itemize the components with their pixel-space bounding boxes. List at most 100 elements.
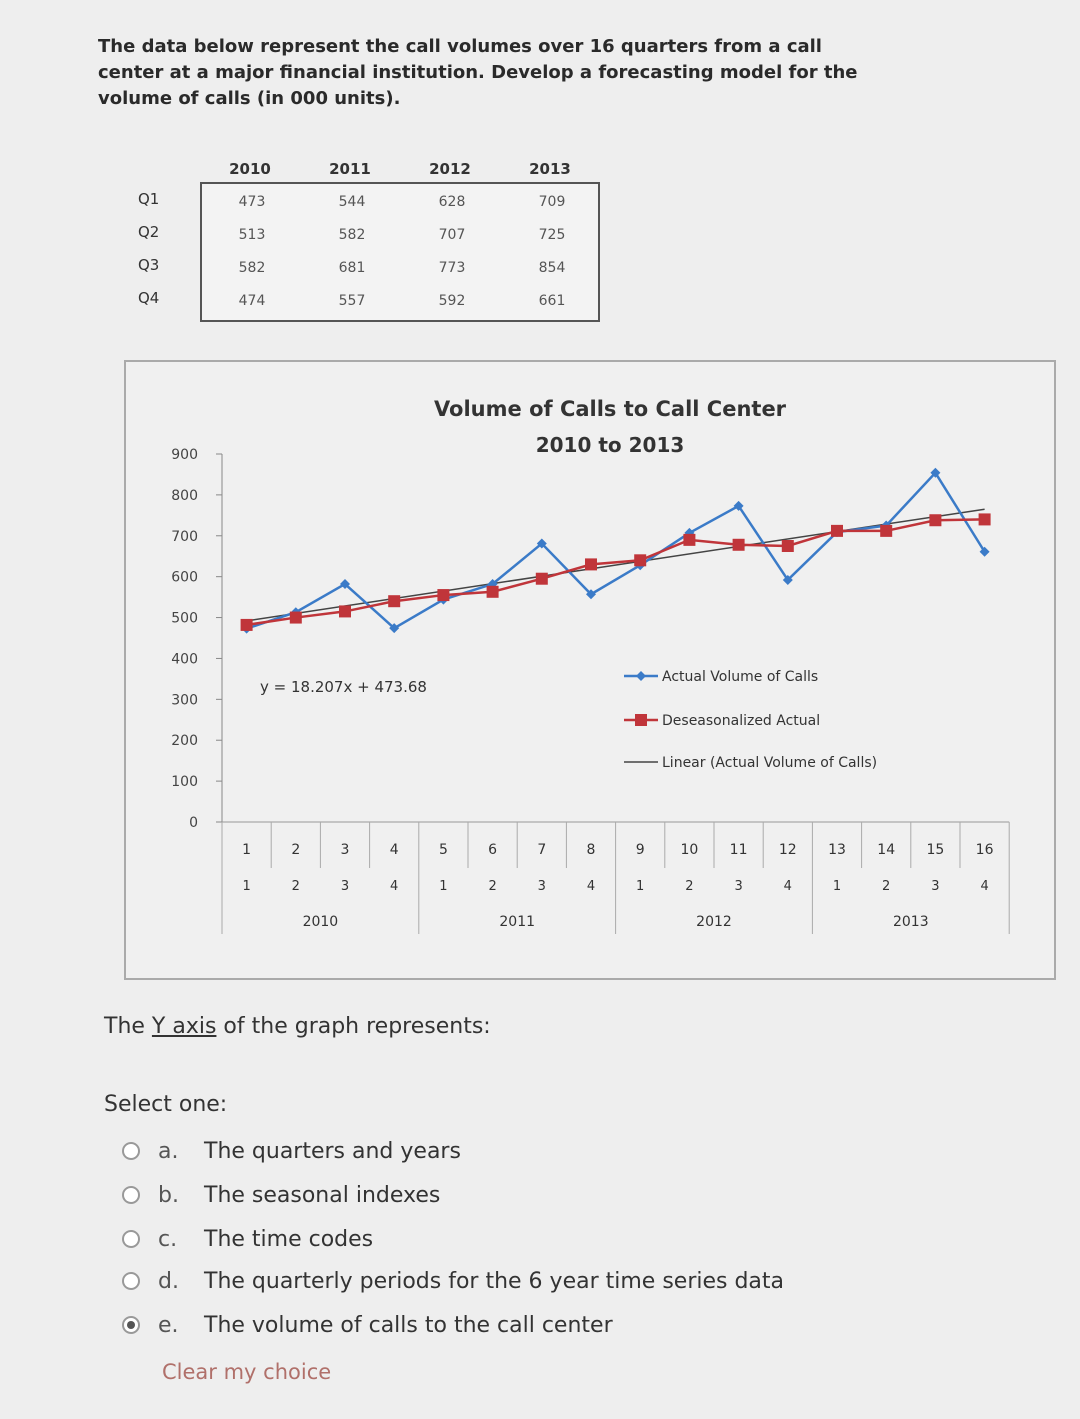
actual-calls-point [536,538,547,549]
radio-a[interactable] [122,1142,140,1160]
option-c[interactable]: c. The time codes [122,1224,373,1254]
radio-c[interactable] [122,1230,140,1248]
legend-actual-label: Actual Volume of Calls [662,669,818,685]
x-year-label: 2013 [893,914,929,930]
actual-calls-point [733,500,744,511]
x-period-label: 5 [439,842,448,858]
option-letter: d. [158,1268,179,1294]
chart-subtitle: 2010 to 2013 [536,433,685,457]
table-cell: 582 [338,227,366,243]
radio-e[interactable] [122,1316,140,1334]
x-year-label: 2010 [303,914,339,930]
x-period-label: 12 [779,842,797,858]
y-tick-label: 400 [171,651,198,667]
row-label-q4: Q4 [138,289,160,307]
radio-b[interactable] [122,1186,140,1204]
x-quarter-label: 4 [980,879,988,894]
deseasonalized-point [880,524,893,537]
x-period-label: 15 [926,842,944,858]
question-underlined-term: Y axis [151,1014,217,1039]
x-quarter-label: 2 [292,879,300,894]
option-d[interactable]: d. The quarterly periods for the 6 year … [122,1266,784,1296]
x-period-label: 14 [877,842,895,858]
option-a[interactable]: a. The quarters and years [122,1136,461,1166]
chart-container: Volume of Calls to Call Center 2010 to 2… [124,360,1056,980]
deseasonalized-point [240,618,253,631]
y-tick-label: 800 [171,488,198,504]
x-period-label: 8 [587,842,596,858]
clear-choice-link[interactable]: Clear my choice [162,1360,332,1384]
deseasonalized-point [732,538,745,551]
legend-deseasonalized-marker [635,714,647,726]
option-letter: a. [158,1138,179,1164]
x-quarter-label: 2 [685,879,693,894]
y-tick-label: 600 [171,570,198,586]
deseasonalized-point [831,524,843,537]
x-period-label: 4 [390,842,399,858]
radio-d[interactable] [122,1272,140,1290]
x-period-label: 16 [976,842,994,858]
row-label-q3: Q3 [138,256,160,274]
x-period-label: 10 [680,842,698,858]
x-quarter-label: 1 [439,879,447,894]
select-one-label: Select one: [104,1092,228,1117]
deseasonalized-point [634,554,647,567]
option-text: The seasonal indexes [204,1182,441,1208]
table-cell: 681 [338,260,366,276]
deseasonalized-point [388,595,401,608]
deseasonalized-point [585,558,597,571]
problem-line-1: The data below represent the call volume… [98,36,822,57]
year-header-2010: 2010 [229,160,271,178]
option-b[interactable]: b. The seasonal indexes [122,1180,440,1210]
x-quarter-label: 4 [390,879,398,894]
y-tick-label: 300 [171,692,198,708]
table-cell: 628 [438,194,466,210]
table-cell: 592 [438,293,466,309]
table-cell: 661 [538,293,566,309]
option-letter: e. [158,1312,179,1338]
x-quarter-label: 3 [538,879,546,894]
x-period-label: 7 [537,842,546,858]
actual-calls-point [930,467,941,478]
option-e[interactable]: e. The volume of calls to the call cente… [122,1310,613,1340]
table-cell: 557 [338,293,366,309]
x-year-label: 2011 [499,914,535,930]
table-cell: 709 [538,194,566,210]
option-letter: b. [158,1182,179,1208]
deseasonalized-point [339,605,351,618]
chart-legend: Actual Volume of Calls Deseasonalized Act… [624,669,877,771]
y-tick-label: 0 [189,815,198,831]
deseasonalized-point [289,611,302,624]
x-quarter-label: 4 [587,879,595,894]
legend-linear-label: Linear (Actual Volume of Calls) [662,755,877,771]
table-cell: 474 [238,293,266,309]
x-period-label: 9 [636,842,645,858]
y-tick-label: 700 [171,529,198,545]
actual-calls-line [246,470,986,630]
problem-statement: The data below represent the call volume… [98,34,858,112]
actual-calls-point [979,546,990,557]
row-label-q2: Q2 [138,223,160,241]
deseasonalized-point [437,589,450,602]
table-row-labels: Q1 Q2 Q3 Q4 [138,190,159,322]
trendline-equation: y = 18.207x + 473.68 [260,678,427,696]
actual-calls-point [586,589,596,600]
table-cell: 473 [238,194,266,210]
question-text: The Y axis of the graph represents: [104,1014,491,1039]
year-header-2011: 2011 [329,160,371,178]
call-volume-chart: Volume of Calls to Call Center 2010 to 2… [171,397,1010,934]
option-letter: c. [158,1226,178,1252]
table-cell: 725 [538,227,566,243]
table-cell: 513 [238,227,266,243]
year-header-2013: 2013 [529,160,571,178]
x-quarter-label: 1 [242,879,250,894]
x-quarter-label: 4 [784,879,792,894]
deseasonalized-point [781,540,794,552]
option-text: The volume of calls to the call center [204,1312,613,1338]
row-label-q1: Q1 [138,190,160,208]
table-cell: 582 [238,260,266,276]
x-quarter-label: 3 [931,879,939,894]
problem-line-2: center at a major financial institution.… [98,62,858,83]
call-volume-table: 473 544 628 709 513 582 707 725 582 681 … [200,182,600,322]
deseasonalized-point [486,585,499,598]
